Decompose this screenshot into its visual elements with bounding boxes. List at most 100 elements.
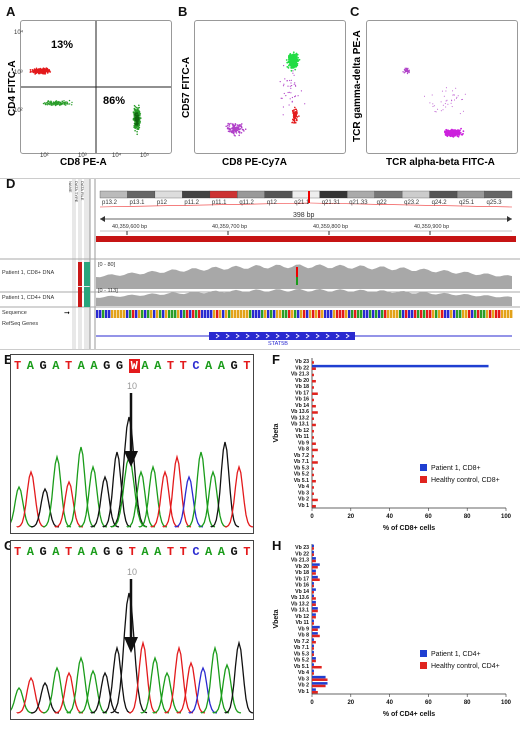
bar — [312, 565, 318, 569]
flow-event-dot — [446, 99, 448, 101]
flow-event-dot — [237, 125, 239, 128]
track-patient-cd4[interactable]: Patient 1, CD4+ DNA — [2, 295, 55, 301]
bar — [312, 653, 314, 656]
bar — [312, 442, 316, 445]
sequence-base — [114, 310, 117, 318]
flow-event-dot — [283, 92, 285, 95]
flow-event-dot — [239, 124, 242, 126]
sequence-base — [459, 310, 462, 318]
flow-event-dot — [293, 120, 296, 122]
flow-event-dot — [41, 71, 44, 73]
sequence-base — [477, 310, 480, 318]
flow-event-dot — [293, 65, 296, 68]
y-tick-label: Vb 20 — [295, 564, 309, 570]
base-call: A — [26, 359, 34, 373]
y-tick-label: Vb 7.2 — [294, 453, 309, 459]
flow-event-dot — [240, 132, 243, 134]
flow-event-dot — [297, 95, 299, 97]
sequence-base — [447, 310, 450, 318]
trace-peak — [138, 464, 168, 528]
sequence-base — [489, 310, 492, 318]
bar — [312, 448, 318, 452]
flow-event-dot — [461, 99, 463, 101]
trace-peak — [150, 469, 180, 528]
x-axis-label: % of CD8+ cells — [383, 525, 435, 532]
flow-event-dot — [443, 95, 445, 97]
flow-event-dot — [239, 125, 241, 128]
x-tick-label: 60 — [425, 514, 432, 520]
flow-event-dot — [36, 70, 38, 72]
flow-event-dot — [69, 103, 71, 105]
base-call: T — [64, 359, 73, 373]
sequence-base — [189, 310, 192, 318]
flow-event-dot — [234, 129, 237, 132]
flow-event-dot — [440, 110, 442, 112]
cytoband — [374, 190, 403, 199]
sequence-base — [465, 310, 468, 318]
strand-arrow — [315, 333, 320, 339]
flow-event-dot — [228, 123, 231, 126]
flow-event-dot — [134, 106, 137, 108]
bar — [312, 550, 314, 554]
flow-event-dot — [65, 102, 67, 105]
sequence-base — [144, 310, 147, 318]
flow-a-ytick: 10³ — [14, 70, 23, 76]
genome-browser-svg — [0, 179, 520, 349]
flow-event-dot — [432, 103, 434, 105]
flow-event-dot — [433, 105, 435, 107]
flow-event-dot — [137, 116, 139, 118]
sequence-base — [423, 310, 426, 318]
igv-pos-1: 40,359,600 bp — [112, 224, 148, 230]
flow-event-dot — [42, 102, 45, 105]
flow-event-dot — [136, 130, 138, 133]
x-tick-label: 100 — [501, 514, 512, 520]
flow-event-dot — [283, 83, 285, 85]
flow-event-dot — [290, 57, 293, 60]
sequence-base — [378, 310, 381, 318]
flow-event-dot — [452, 90, 454, 92]
sequence-base — [147, 310, 150, 318]
strand-arrow — [265, 333, 270, 339]
flow-event-dot — [138, 104, 140, 107]
sequence-base — [468, 310, 471, 318]
sequence-base — [381, 310, 384, 318]
flow-event-dot — [230, 130, 232, 133]
y-axis-label: Vbeta — [273, 423, 280, 442]
flow-event-dot — [234, 123, 237, 125]
track-patient-cd8[interactable]: Patient 1, CD8+ DNA — [2, 270, 55, 276]
flow-event-dot — [282, 114, 284, 116]
flow-event-dot — [286, 80, 288, 82]
flow-event-dot — [45, 103, 47, 106]
flow-event-dot — [290, 69, 293, 72]
sequence-base — [234, 310, 237, 318]
trace-peak — [200, 645, 230, 714]
bar — [312, 572, 316, 575]
flow-event-dot — [432, 106, 434, 107]
y-tick-label: Vb 4 — [298, 670, 309, 676]
sequence-base — [420, 310, 423, 318]
flow-event-dot — [137, 121, 139, 123]
flow-event-dot — [136, 133, 138, 136]
flow-event-dot — [42, 68, 44, 70]
sequence-base — [408, 310, 411, 318]
flow-plot-a: 13% 86% — [20, 20, 172, 154]
flow-event-dot — [294, 111, 297, 113]
flow-event-dot — [66, 103, 69, 105]
flow-event-dot — [464, 93, 466, 95]
flow-event-dot — [293, 109, 295, 111]
track-sequence[interactable]: Sequence — [2, 310, 27, 316]
sequence-base — [321, 310, 324, 318]
flow-a-xtick: 10⁵ — [140, 153, 150, 159]
trace-peak — [110, 416, 148, 528]
flow-event-dot — [454, 94, 455, 96]
flow-event-dot — [429, 102, 431, 104]
sequence-base — [450, 310, 453, 318]
y-tick-label: Vb 21.3 — [291, 558, 309, 564]
bar — [312, 504, 316, 508]
flow-event-dot — [460, 127, 462, 130]
sequence-arrow-icon[interactable]: ➞ — [64, 310, 70, 317]
flow-event-dot — [236, 129, 239, 132]
track-refseq[interactable]: RefSeq Genes — [2, 321, 39, 327]
chromatogram-g-pos: 10 — [127, 567, 138, 577]
flow-event-dot — [294, 63, 297, 66]
